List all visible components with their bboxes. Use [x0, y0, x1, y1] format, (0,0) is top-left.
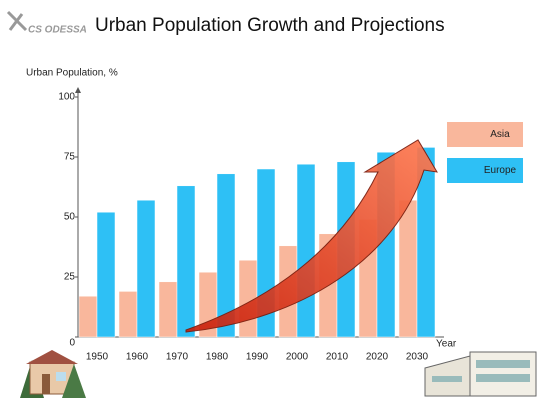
- x-tick-label: 2020: [366, 352, 389, 363]
- house-left: [20, 350, 86, 398]
- y-tick-label: 100: [58, 92, 75, 103]
- legend-label: Asia: [490, 129, 510, 140]
- bar: [416, 147, 436, 338]
- x-tick-label: 1950: [86, 352, 109, 363]
- x-tick-label: 1990: [246, 352, 269, 363]
- bar: [158, 281, 178, 338]
- bar: [78, 295, 98, 338]
- y-tick-label: 0: [69, 338, 75, 349]
- trend-arrow: [185, 139, 438, 333]
- bar: [136, 199, 156, 338]
- x-axis-label: Year: [436, 339, 457, 350]
- bar: [96, 211, 116, 338]
- logo-text: CS ODESSA: [28, 25, 87, 36]
- chart-title: Urban Population Growth and Projections: [95, 15, 445, 36]
- y-axis-arrow: [75, 87, 81, 93]
- x-tick-label: 1980: [206, 352, 229, 363]
- building-right: [424, 351, 537, 397]
- bar: [296, 163, 316, 338]
- x-tick-label: 1960: [126, 352, 149, 363]
- legend-swatch: [447, 158, 523, 183]
- y-tick-label: 50: [64, 212, 76, 223]
- x-tick-label: 2000: [286, 352, 309, 363]
- legend-swatch: [447, 122, 523, 147]
- x-tick-label: 2030: [406, 352, 429, 363]
- plot: 0 25 50 75 100 1950 1960 1970 1980 1990 2000 2010 20…: [58, 87, 523, 363]
- x-tick-label: 1970: [166, 352, 189, 363]
- bar: [238, 259, 258, 338]
- bar: [176, 185, 196, 338]
- y-tick-label: 25: [64, 272, 76, 283]
- y-axis-label: Urban Population, %: [26, 68, 118, 79]
- legend-label: Europe: [484, 165, 517, 176]
- logo: CS ODESSA: [6, 10, 87, 36]
- x-tick-label: 2010: [326, 352, 349, 363]
- bar: [398, 199, 418, 338]
- bar: [118, 291, 138, 338]
- y-tick-label: 75: [64, 152, 76, 163]
- bar: [216, 173, 236, 338]
